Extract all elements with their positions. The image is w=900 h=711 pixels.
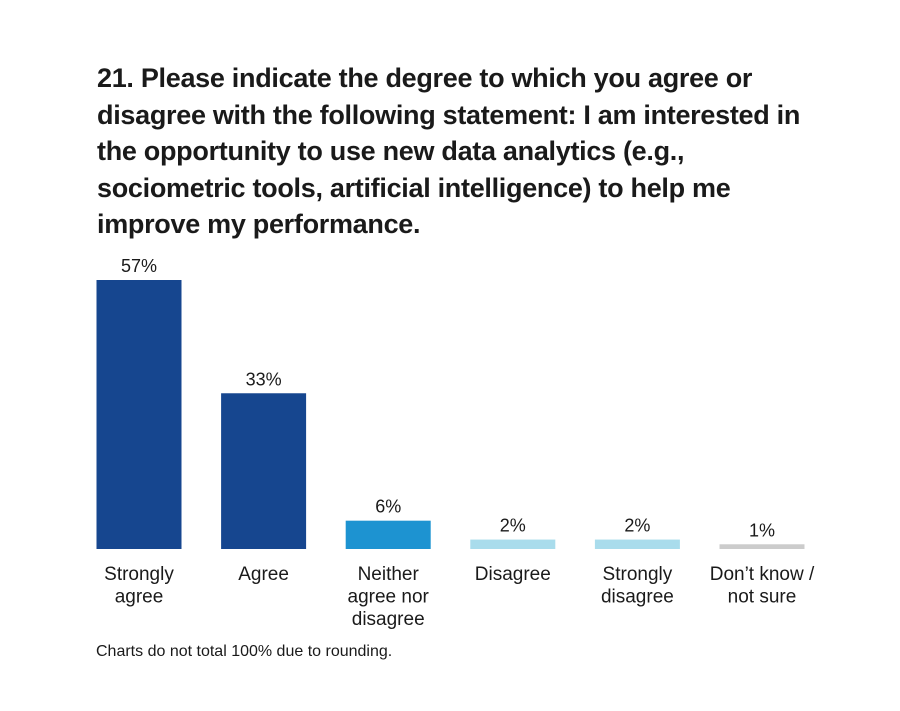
value-label: 33% [246, 369, 282, 389]
bars-layer [96, 280, 805, 549]
category-label: Strongly [603, 564, 673, 585]
category-label: not sure [728, 587, 797, 608]
bar [594, 539, 680, 549]
category-label: Don’t know / [710, 564, 815, 585]
value-label: 2% [500, 516, 526, 536]
category-label: Agree [238, 564, 289, 585]
bar [221, 393, 307, 549]
category-label: agree [115, 587, 164, 608]
value-label: 2% [624, 516, 650, 536]
footnote: Charts do not total 100% due to rounding… [96, 643, 393, 660]
value-label: 1% [749, 520, 775, 540]
bar [96, 280, 182, 549]
bar [719, 544, 805, 549]
value-label: 6% [375, 497, 401, 517]
category-label: Disagree [475, 564, 551, 585]
category-label: disagree [352, 609, 425, 630]
chart-title: 21. Please indicate the degree to which … [97, 63, 801, 239]
value-labels-layer: 57% 33% 6% 2% 2% 1% [121, 256, 775, 540]
category-label: disagree [601, 587, 674, 608]
value-label: 57% [121, 256, 157, 276]
category-label: Neither [358, 564, 420, 585]
bar [470, 539, 556, 549]
category-label: agree nor [348, 587, 430, 608]
bar [345, 520, 431, 549]
category-label: Strongly [104, 564, 174, 585]
